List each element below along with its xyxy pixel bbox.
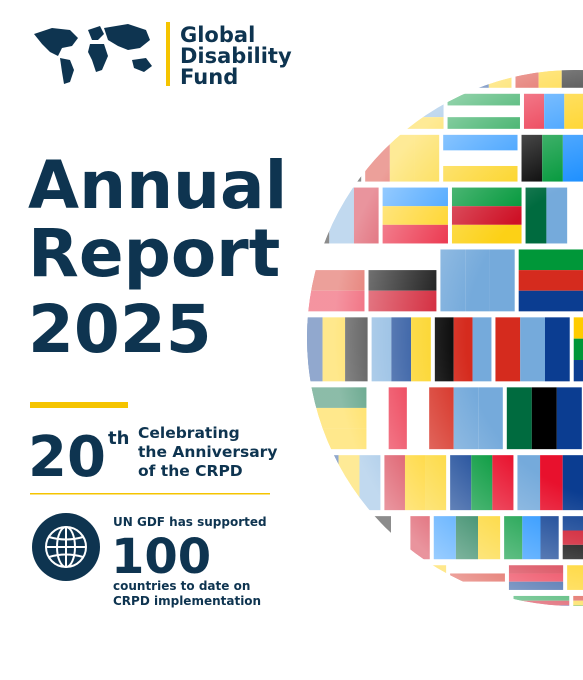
globe-icon	[32, 513, 100, 581]
flag-tile	[444, 600, 510, 606]
flag-tile	[381, 595, 401, 606]
anniversary-text: Celebrating	[138, 424, 240, 442]
stat-text: CRPD implementation	[113, 594, 261, 608]
flag-tile	[307, 165, 362, 182]
flag-tile	[398, 70, 420, 88]
title-line: 2025	[28, 291, 212, 368]
flag-tile	[444, 605, 510, 606]
flag-tile	[315, 565, 340, 590]
flag-tile	[335, 93, 354, 129]
flag-tile	[420, 595, 441, 606]
flag-tile	[307, 134, 362, 151]
flag-tile	[308, 600, 378, 606]
flag-tile	[376, 93, 444, 106]
flag-tile	[317, 455, 339, 511]
title-line: Report	[28, 215, 280, 292]
globe-shading	[307, 70, 583, 606]
logo-divider	[166, 22, 170, 86]
flag-tile	[307, 187, 330, 244]
logo-text: Global	[180, 23, 255, 47]
flag-tile	[307, 150, 362, 166]
flag-tile	[307, 530, 368, 545]
flag-tile	[324, 70, 350, 88]
stat-intro: UN GDF has supported	[113, 515, 267, 529]
anniversary-suffix: th	[108, 428, 129, 449]
stat-number: 100	[111, 529, 211, 585]
logo-text: Disability	[180, 44, 292, 68]
flag-tile	[363, 565, 388, 590]
flag-tile	[308, 605, 378, 606]
flag-tile	[339, 565, 364, 590]
anniversary-text: the Anniversary	[138, 443, 277, 461]
flag-tile	[308, 595, 378, 601]
flag-tile	[513, 605, 570, 606]
flag-tile	[466, 70, 489, 88]
anniversary-text: of the CRPD	[138, 462, 243, 480]
flag-tile	[391, 565, 410, 590]
flag-tile	[573, 605, 583, 606]
flag-tile	[316, 93, 336, 129]
flag-tile	[419, 70, 440, 88]
flag-tile	[400, 595, 421, 606]
flag-tile	[443, 70, 467, 88]
logo-text: Fund	[180, 65, 238, 89]
title-line: Annual	[28, 147, 287, 224]
accent-bar	[30, 402, 128, 408]
flag-tile	[444, 595, 510, 601]
flag-tile	[378, 70, 399, 88]
flag-tile	[307, 544, 368, 560]
anniversary-number: 20	[28, 425, 106, 490]
flag-tile	[307, 70, 325, 88]
world-map	[34, 24, 152, 84]
divider	[30, 493, 270, 495]
flag-tile	[409, 565, 428, 590]
flag-tile	[307, 516, 368, 531]
stat-text: countries to date on	[113, 579, 250, 593]
flag-tile	[349, 70, 375, 88]
flag-tile	[353, 93, 373, 129]
